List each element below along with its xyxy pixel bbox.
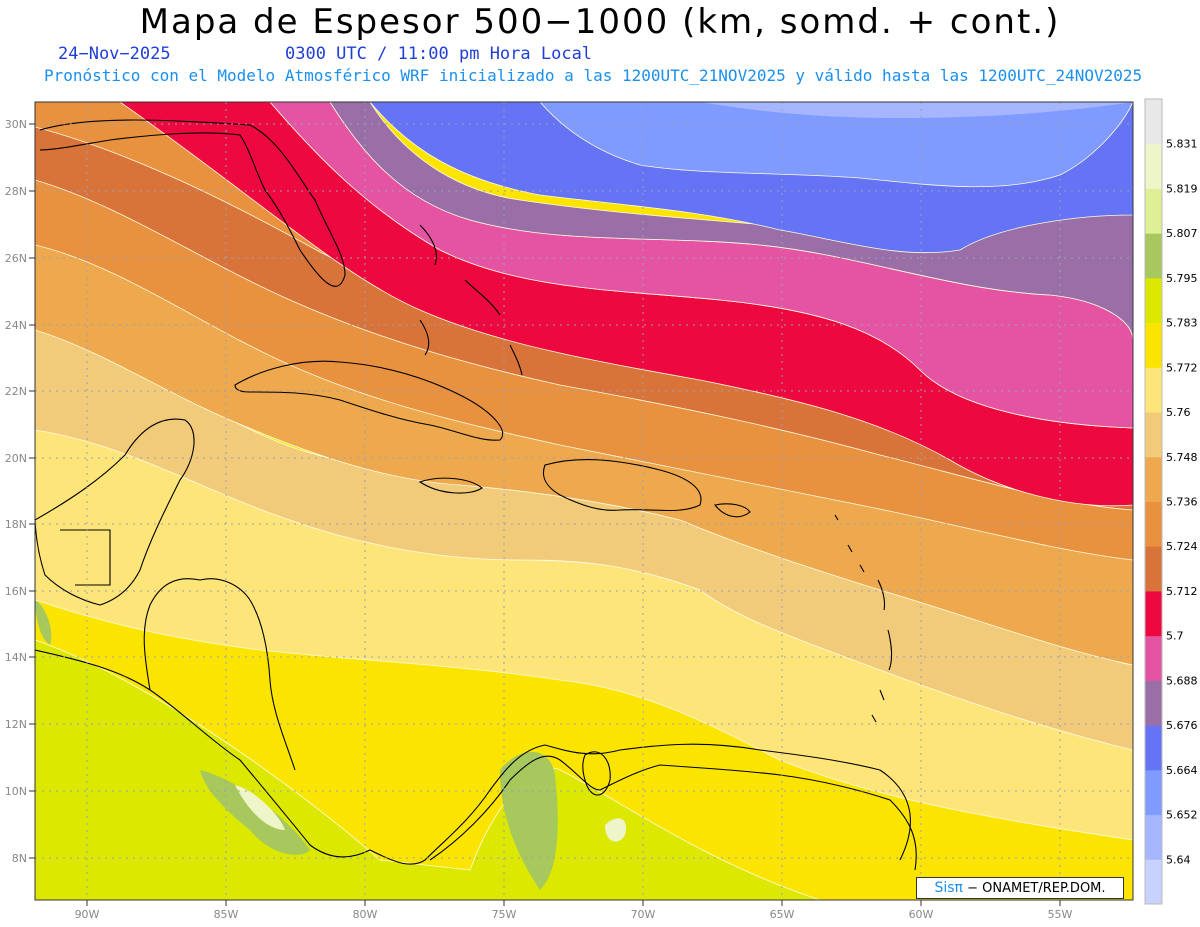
colorbar-label: 5.795 [1166, 272, 1198, 285]
graticule [35, 102, 1133, 900]
credit-box: Sisπ − ONAMET/REP.DOM. [916, 877, 1124, 899]
credit-text: − ONAMET/REP.DOM. [967, 881, 1106, 896]
band-5819 [605, 818, 626, 842]
central-america-coast [35, 578, 911, 865]
colorbar-label: 5.76 [1166, 406, 1191, 419]
map-title: Mapa de Espesor 500−1000 (km, somd. + co… [139, 2, 1061, 42]
colorbar-label: 5.664 [1166, 764, 1198, 777]
longitude-labels: 90W 85W 80W 75W 70W 65W 60W 55W [75, 908, 1073, 921]
lat-label: 28N [5, 185, 27, 198]
colorbar-swatch [1145, 412, 1162, 458]
forecast-date: 24−Nov−2025 [58, 44, 171, 64]
lon-label: 60W [909, 908, 934, 921]
colorbar-swatch [1145, 546, 1162, 592]
mexico-border [60, 529, 111, 586]
lat-label: 22N [5, 385, 27, 398]
colorbar-label: 5.652 [1166, 809, 1198, 822]
yucatan-coast [35, 418, 195, 606]
colorbar-label: 5.748 [1166, 451, 1198, 464]
lon-label: 75W [492, 908, 517, 921]
colorbar-swatch [1145, 635, 1162, 681]
colorbar-swatch [1145, 859, 1162, 905]
colorbar-label: 5.807 [1166, 227, 1198, 240]
band-5807 [35, 600, 52, 645]
lat-label: 10N [5, 785, 27, 798]
colorbar-swatch [1145, 680, 1162, 726]
colorbar-label: 5.676 [1166, 719, 1198, 732]
lat-label: 14N [5, 651, 27, 664]
lat-label: 30N [5, 118, 27, 131]
hispaniola-coast [542, 459, 702, 512]
map-frame [34, 101, 1134, 901]
cuba-coast [234, 360, 503, 441]
colorbar-swatch [1145, 814, 1162, 860]
colorbar: 5.64 5.652 5.664 5.676 5.688 5.7 5.712 5.724 5.7… [1144, 98, 1198, 905]
colorbar-swatch [1145, 143, 1162, 189]
colorbar-label: 5.724 [1166, 540, 1198, 553]
colorbar-swatch [1145, 322, 1162, 368]
lon-label: 80W [353, 908, 378, 921]
colorbar-label: 5.783 [1166, 317, 1198, 330]
lat-label: 26N [5, 252, 27, 265]
lat-label: 12N [5, 718, 27, 731]
axis-ticks [29, 123, 1061, 906]
colorbar-swatch [1145, 725, 1162, 771]
latitude-labels: 8N 10N 12N 14N 16N 18N 20N 22N 24N 26N 2… [5, 118, 27, 865]
colorbar-swatch [1145, 233, 1162, 279]
colorbar-label: 5.688 [1166, 674, 1198, 687]
lat-label: 20N [5, 452, 27, 465]
colorbar-swatch [1145, 277, 1162, 324]
colorbar-frame [1144, 98, 1163, 905]
lon-label: 55W [1048, 908, 1073, 921]
colorbar-swatch [1145, 501, 1162, 547]
colorbar-label: 5.819 [1166, 182, 1198, 195]
florida-coast [39, 119, 346, 287]
lat-label: 24N [5, 319, 27, 332]
lon-label: 65W [770, 908, 795, 921]
lat-label: 18N [5, 518, 27, 531]
lesser-antilles [834, 514, 893, 723]
colorbar-label: 5.736 [1166, 496, 1198, 509]
colorbar-swatch [1145, 188, 1162, 234]
lake-maracaibo [582, 751, 611, 796]
colorbar-swatch [1145, 590, 1162, 637]
thickness-bands [35, 102, 1133, 900]
jamaica-coast [418, 477, 483, 494]
puerto-rico-coast [714, 503, 751, 518]
colorbar-swatch [1145, 456, 1162, 502]
south-america-coast [429, 755, 917, 871]
sispi-logo: Sisπ [934, 880, 963, 896]
band-5807 [500, 751, 558, 890]
forecast-time: 0300 UTC / 11:00 pm Hora Local [285, 44, 593, 64]
colorbar-label: 5.831 [1166, 138, 1198, 151]
band-5652 [539, 102, 1133, 188]
lon-label: 70W [631, 908, 656, 921]
colorbar-swatch [1145, 99, 1162, 145]
lat-label: 16N [5, 585, 27, 598]
band-5819 [235, 785, 285, 830]
colorbar-swatch [1145, 769, 1162, 816]
colorbar-label: 5.64 [1166, 853, 1191, 866]
lon-label: 90W [75, 908, 100, 921]
bahamas-islands [419, 224, 523, 376]
lat-label: 8N [12, 852, 27, 865]
coastlines [35, 119, 917, 871]
colorbar-label: 5.772 [1166, 361, 1198, 374]
colorbar-label: 5.7 [1166, 630, 1184, 643]
colorbar-swatch [1145, 367, 1162, 413]
band-5652 [700, 102, 1133, 118]
lon-label: 85W [214, 908, 239, 921]
model-subtitle: Pronóstico con el Modelo Atmosférico WRF… [44, 66, 1143, 85]
colorbar-label: 5.712 [1166, 585, 1198, 598]
